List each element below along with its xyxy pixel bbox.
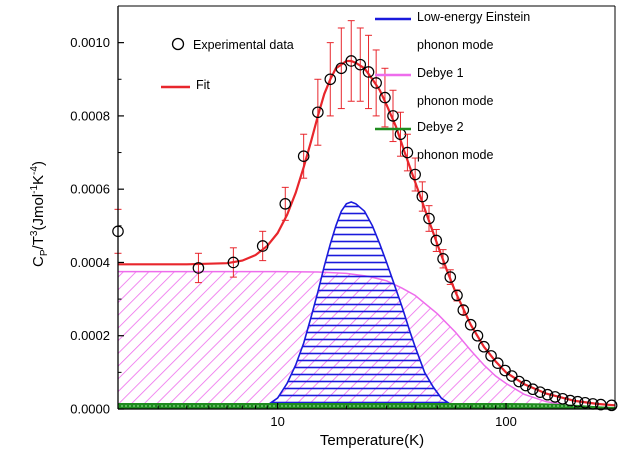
legend-debye1-label-2: phonon mode: [417, 94, 494, 108]
data-point: [430, 234, 443, 247]
x-axis-title: Temperature(K): [320, 432, 424, 449]
data-point: [478, 340, 490, 353]
data-point: [335, 62, 348, 75]
y-title-sup: -4: [29, 166, 40, 175]
legend-fit-label: Fit: [196, 78, 210, 92]
data-point: [370, 77, 382, 89]
y-axis-title: CP/T3(Jmol-1K-4): [29, 161, 50, 267]
data-point: [387, 110, 399, 122]
y-title-sup: -1: [29, 185, 40, 194]
data-point: [379, 91, 391, 104]
y-tick-label: 0.0008: [70, 108, 110, 123]
data-point: [297, 150, 310, 163]
y-title-part: (Jmol: [30, 194, 47, 231]
data-point: [451, 289, 463, 302]
legend-right: Low-energy Einstein phonon mode Debye 1 …: [375, 10, 530, 162]
y-tick-label: 0.0002: [70, 328, 110, 343]
data-point: [485, 350, 497, 362]
data-point: [556, 392, 569, 405]
data-point: [579, 396, 591, 409]
data-point: [416, 190, 429, 203]
data-point: [192, 262, 205, 274]
y-title-part: ): [30, 161, 47, 166]
x-tick-label: 100: [495, 414, 517, 429]
debye1-outline: [118, 270, 597, 409]
y-title-part: K: [30, 175, 47, 185]
y-title-sup: 3: [29, 230, 40, 236]
legend-data-marker: [171, 37, 185, 51]
data-point: [519, 379, 532, 392]
data-point: [401, 146, 414, 159]
legend-left: Experimental data Fit: [161, 37, 294, 92]
y-tick-label: 0.0006: [70, 182, 110, 197]
y-title-part: /T: [30, 236, 47, 249]
data-point: [423, 212, 435, 225]
data-point: [464, 318, 477, 331]
data-point: [541, 388, 554, 401]
debye2-area: [118, 403, 615, 409]
data-point: [605, 399, 618, 412]
y-tick-label: 0.0010: [70, 35, 110, 50]
data-point: [457, 304, 470, 316]
data-point: [362, 66, 375, 78]
data-point: [354, 58, 367, 71]
data-point: [227, 256, 240, 269]
data-point: [256, 240, 269, 252]
legend-data-label: Experimental data: [193, 38, 294, 52]
data-point: [506, 370, 518, 382]
data-point: [409, 168, 421, 181]
data-point: [471, 329, 484, 342]
data-point: [527, 383, 539, 396]
data-point: [324, 73, 337, 86]
legend-einstein-label-1: Low-energy Einstein: [417, 10, 530, 24]
data-point: [571, 395, 584, 408]
legend-debye2-label-1: Debye 2: [417, 120, 464, 134]
einstein-area: [255, 202, 464, 409]
y-title-part: C: [30, 256, 47, 267]
data-point: [437, 252, 449, 265]
legend-debye1-label-1: Debye 1: [417, 66, 464, 80]
einstein-outline: [255, 201, 464, 409]
data-point: [279, 198, 292, 210]
data-point: [491, 357, 504, 370]
data-point: [534, 386, 546, 398]
y-tick-label: 0.0000: [70, 402, 110, 417]
legend-debye2-label-2: phonon mode: [417, 148, 494, 162]
y-tick-label: 0.0004: [70, 255, 110, 270]
data-point: [513, 375, 525, 388]
x-tick-label: 10: [270, 414, 284, 429]
data-point: [564, 394, 577, 407]
data-point: [549, 391, 561, 403]
legend-einstein-label-2: phonon mode: [417, 38, 494, 52]
data-point: [444, 271, 457, 283]
y-title-sub: P: [39, 249, 50, 256]
data-point: [312, 106, 324, 119]
